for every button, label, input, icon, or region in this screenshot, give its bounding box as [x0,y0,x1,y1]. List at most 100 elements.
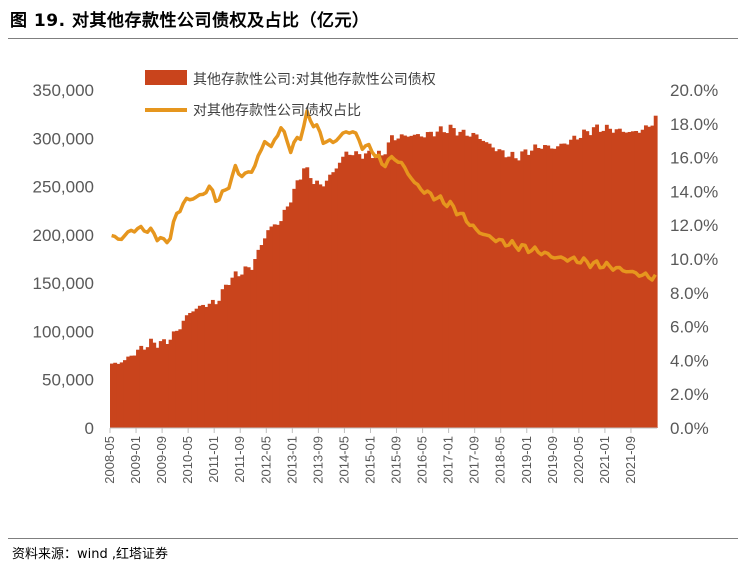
y-left-tick-label: 300,000 [33,129,94,148]
x-tick-label: 2014-05 [336,436,351,484]
bar [543,145,547,428]
bar [184,315,189,428]
bar [149,338,153,428]
bar [425,132,430,429]
x-tick-label: 2021-09 [623,436,638,484]
bar [390,135,394,429]
bar [464,135,469,428]
bar [194,308,199,428]
bar [308,178,313,428]
legend-label-line: 对其他存款性公司债权占比 [193,103,361,119]
bar [233,271,238,428]
bar [634,130,639,429]
bar [178,329,183,428]
bar [591,127,596,428]
bar [328,174,333,428]
bar [295,180,300,428]
bar [354,151,359,428]
bar-series [110,115,658,429]
bar [530,150,534,429]
bar [643,125,648,429]
x-tick-label: 2020-05 [571,436,586,484]
bar [282,209,287,428]
x-tick-label: 2013-01 [284,436,299,484]
bar [448,124,453,429]
bar [562,143,567,429]
bar [363,153,368,429]
bar [653,115,658,428]
bar [220,289,225,428]
y-right-tick-label: 14.0% [670,182,718,201]
y-left-tick-label: 100,000 [33,322,94,341]
bar [292,188,297,428]
title-divider [8,38,738,39]
bar [627,131,632,428]
bar [227,284,232,428]
bar [116,363,121,428]
bar [181,320,186,428]
bar [435,131,440,429]
bar [341,156,346,429]
bar [263,238,267,428]
x-tick-label: 2019-09 [545,436,560,484]
bar [119,362,124,428]
bar [201,304,206,428]
bar [344,151,349,428]
bar [481,140,486,428]
bar [523,149,528,428]
bar [451,128,456,428]
bar [572,135,577,429]
bar [210,299,215,428]
y-right-tick-label: 16.0% [670,149,718,168]
bar [175,330,179,428]
x-tick-label: 2021-01 [597,436,612,484]
bar [477,139,482,428]
bar [168,339,173,428]
x-tick-label: 2015-01 [362,436,377,484]
bar [289,202,293,428]
bar [608,128,613,428]
bar [373,157,378,429]
tick-labels: 0 50,000 100,000 150,000 200,000 250,000 300,0… [33,81,719,484]
y-right-tick-label: 4.0% [670,351,709,370]
x-tick-label: 2008-05 [102,436,117,484]
legend-swatch-bar [145,70,187,85]
x-tick-label: 2016-05 [415,436,430,484]
bar [230,277,235,428]
bar [513,158,518,429]
bar [367,150,372,429]
bar [630,131,635,429]
bar [595,124,599,428]
bar [236,276,241,428]
bar [376,150,381,428]
bar [279,221,284,428]
bar [604,124,609,428]
y-right-tick-label: 20.0% [670,81,718,100]
x-tick-label: 2018-05 [493,436,508,484]
bar [438,126,443,428]
bar [533,144,538,429]
bar [243,266,248,428]
bar [324,180,329,428]
bar [197,305,202,428]
ratio-line [111,109,657,282]
bar [110,363,114,428]
bar [276,224,280,428]
bar [204,306,209,428]
bar [497,149,502,428]
bar [240,274,245,428]
bar [393,140,398,429]
bar [637,132,642,428]
bar [409,135,414,428]
bar [337,162,342,429]
bar [142,349,147,428]
bar [266,230,271,428]
bar [158,341,163,428]
bar [500,150,505,429]
y-right-tick-label: 18.0% [670,115,718,134]
bar [315,180,319,428]
y-left-tick-label: 350,000 [33,81,94,100]
bar [549,148,554,428]
bar [399,134,404,428]
bar [370,158,375,429]
